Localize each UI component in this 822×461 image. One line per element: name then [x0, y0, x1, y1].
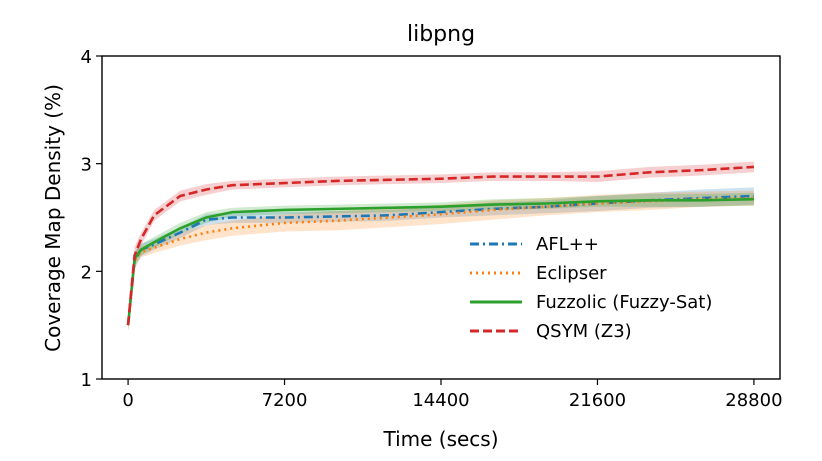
- y-axis-label: Coverage Map Density (%): [41, 84, 65, 352]
- confidence-bands: [128, 161, 754, 331]
- series-line-3: [126, 165, 755, 326]
- x-axis-ticks: 0 7200 14400 21600 28800: [122, 379, 783, 411]
- series-band-1: [128, 190, 754, 331]
- legend: AFL++ Eclipser Fuzzolic (Fuzzy-Sat) QSYM (Z…: [470, 234, 712, 342]
- y-tick-label-2: 3: [81, 155, 92, 176]
- y-tick-label-3: 4: [81, 47, 92, 68]
- legend-label-1: Eclipser: [536, 263, 607, 284]
- legend-label-3: QSYM (Z3): [536, 321, 632, 342]
- y-axis-ticks: 1 2 3 4: [81, 47, 102, 391]
- x-tick-label-3: 21600: [569, 390, 626, 411]
- chart-title: libpng: [407, 22, 475, 47]
- series-band-2: [128, 192, 754, 331]
- y-tick-label-1: 2: [81, 262, 92, 283]
- x-tick-label-4: 28800: [725, 390, 782, 411]
- x-tick-label-1: 7200: [262, 390, 308, 411]
- x-axis-label: Time (secs): [382, 427, 498, 451]
- legend-label-0: AFL++: [536, 234, 599, 255]
- x-tick-label-0: 0: [122, 390, 133, 411]
- series-band-0: [128, 187, 754, 331]
- y-tick-label-0: 1: [81, 370, 92, 391]
- legend-label-2: Fuzzolic (Fuzzy-Sat): [536, 292, 712, 313]
- series-lines: [126, 165, 755, 326]
- x-tick-label-2: 14400: [412, 390, 469, 411]
- series-line-2: [126, 197, 754, 326]
- series-line-1: [126, 196, 754, 326]
